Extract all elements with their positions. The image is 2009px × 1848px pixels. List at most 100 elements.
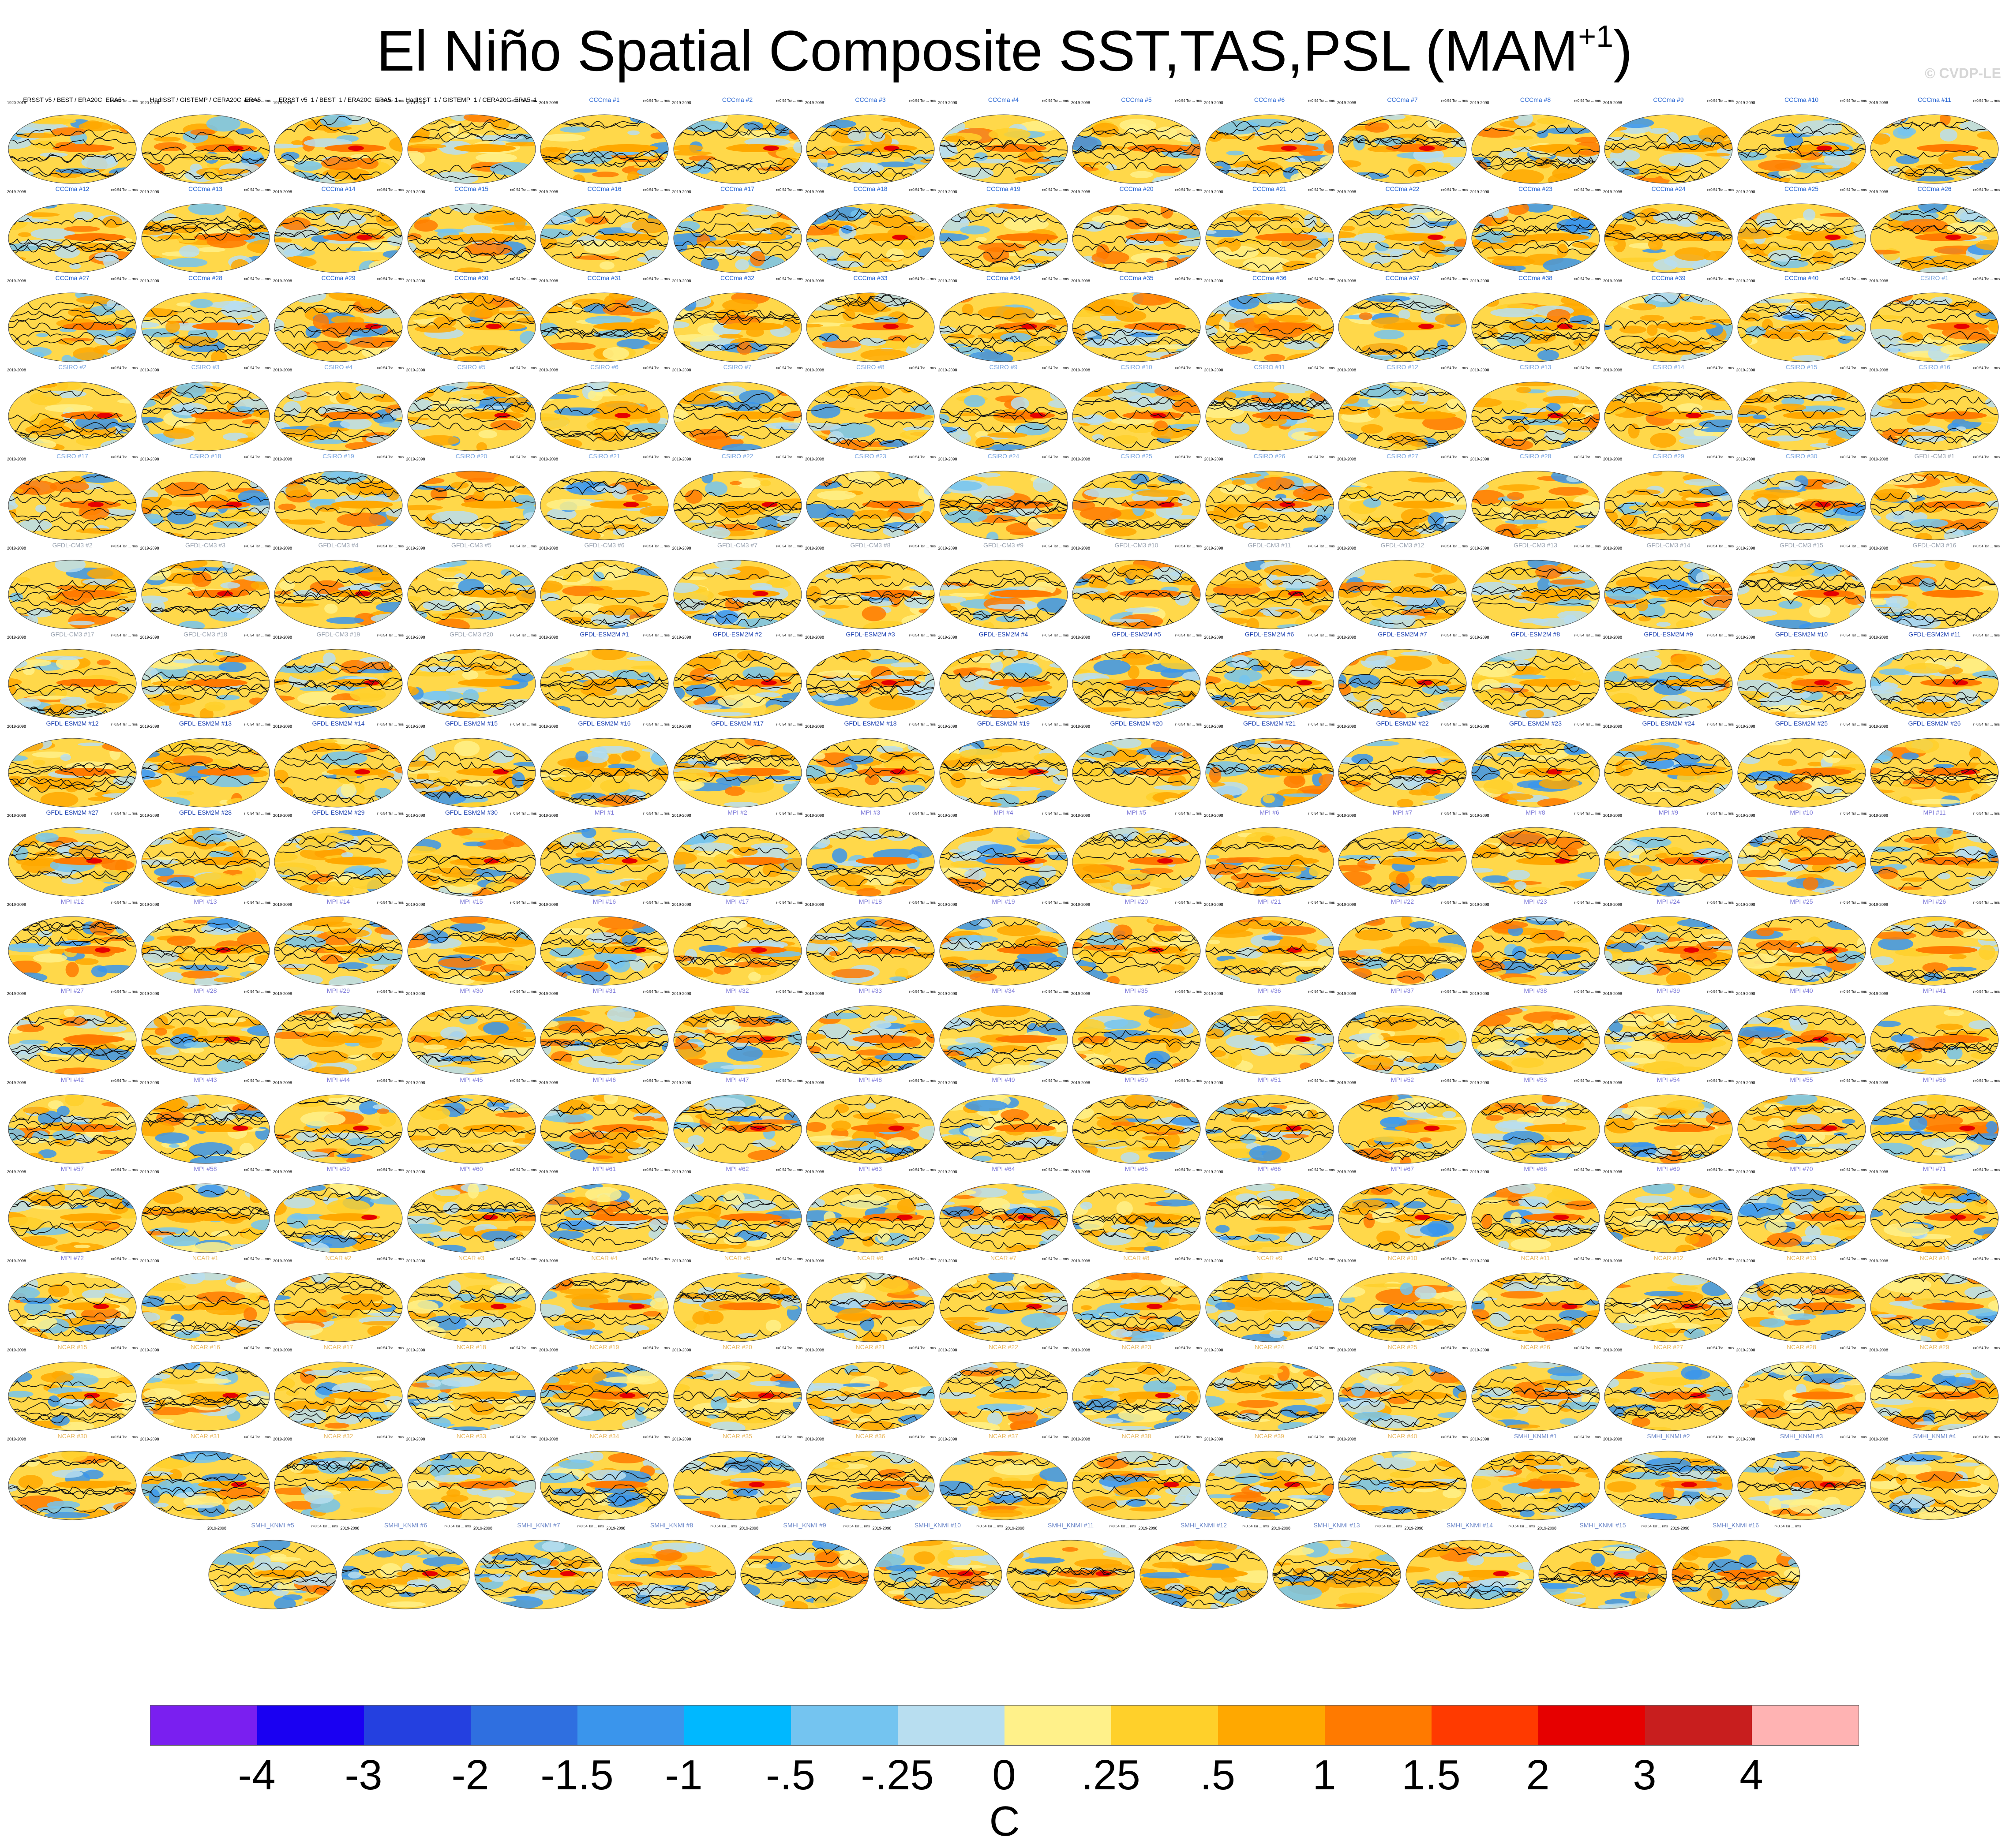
- world-map-icon: [1471, 1272, 1600, 1342]
- map-panel: MPI #70 2019-2098 r=0.54 Tsr ... rms: [1735, 1165, 1868, 1256]
- map-panel: GFDL-CM3 #3 2019-2098 r=0.54 Tsr ... rms: [139, 542, 272, 632]
- world-map-icon: [1538, 1540, 1667, 1609]
- panel-title: MPI #20: [1124, 898, 1148, 905]
- panel-period: 2019-2098: [1869, 1348, 1889, 1352]
- panel-title: HadISST / GISTEMP / CERA20C_ERA5: [150, 96, 261, 103]
- world-map-icon: [141, 1272, 270, 1342]
- panel-period: 2019-2098: [672, 457, 691, 461]
- panel-title: MPI #68: [1524, 1165, 1547, 1172]
- panel-title: CCCma #6: [1254, 96, 1285, 103]
- map-panel: MPI #13 2019-2098 r=0.54 Tsr ... rms: [139, 898, 272, 988]
- world-map-icon: [407, 114, 536, 184]
- panel-period: 2019-2098: [7, 991, 26, 996]
- panel-stats: r=0.54 Tsr ... rms: [1042, 1257, 1069, 1261]
- panel-title: NCAR #7: [990, 1254, 1017, 1261]
- panel-period: 2019-2098: [340, 1526, 360, 1530]
- panel-title: NCAR #31: [191, 1433, 220, 1440]
- world-map-icon: [141, 382, 270, 451]
- panel-stats: r=0.54 Tsr ... rms: [1973, 544, 2000, 548]
- panel-title: MPI #53: [1524, 1076, 1547, 1083]
- panel-period: 2019-2098: [1736, 1437, 1755, 1441]
- panel-stats: r=0.54 Tsr ... rms: [1707, 722, 1734, 726]
- map-panel: GFDL-ESM2M #9 2019-2098 r=0.54 Tsr ... rms: [1602, 631, 1735, 721]
- world-map-icon: [1205, 471, 1334, 540]
- map-panel: MPI #45 2019-2098 r=0.54 Tsr ... rms: [405, 1076, 538, 1167]
- world-map-icon: [1072, 203, 1201, 273]
- world-map-icon: [407, 1005, 536, 1075]
- map-panel: MPI #41 2019-2098 r=0.54 Tsr ... rms: [1868, 987, 2001, 1077]
- panel-stats: r=0.54 Tsr ... rms: [643, 722, 670, 726]
- world-map-icon: [1272, 1540, 1401, 1609]
- map-panel: SMHI_KNMI #8 2019-2098 r=0.54 Tsr ... rms: [606, 1522, 738, 1612]
- world-map-icon: [1471, 560, 1600, 629]
- panel-title: MPI #58: [194, 1165, 217, 1172]
- panel-title: MPI #15: [460, 898, 483, 905]
- map-panel: NCAR #37 2019-2098 r=0.54 Tsr ... rms: [937, 1433, 1070, 1523]
- world-map-icon: [1737, 382, 1866, 451]
- panel-stats: r=0.54 Tsr ... rms: [1308, 188, 1335, 192]
- panel-title: SMHI_KNMI #4: [1913, 1433, 1956, 1440]
- panel-stats: r=0.54 Tsr ... rms: [776, 722, 803, 726]
- world-map-icon: [673, 203, 802, 273]
- panel-stats: r=0.54 Tsr ... rms: [1707, 1346, 1734, 1350]
- panel-period: 2019-2098: [1603, 1259, 1623, 1263]
- panel-stats: r=0.54 Tsr ... rms: [1707, 1257, 1734, 1261]
- panel-title: CSIRO #22: [721, 453, 753, 460]
- panel-period: 2019-2098: [1337, 1170, 1357, 1174]
- map-panel: SMHI_KNMI #7 2019-2098 r=0.54 Tsr ... rms: [472, 1522, 605, 1612]
- world-map-icon: [274, 382, 403, 451]
- map-panel: NCAR #10 2019-2098 r=0.54 Tsr ... rms: [1336, 1254, 1469, 1345]
- panel-stats: r=0.54 Tsr ... rms: [909, 901, 936, 905]
- world-map-icon: [1737, 292, 1866, 362]
- panel-period: 2019-2098: [140, 724, 159, 729]
- world-map-icon: [540, 1183, 669, 1253]
- panel-period: 2019-2098: [1603, 101, 1623, 105]
- panel-stats: r=0.54 Tsr ... rms: [1042, 99, 1069, 103]
- panel-title: MPI #59: [326, 1165, 350, 1172]
- panel-period: 2019-2098: [539, 902, 558, 907]
- world-map-icon: [673, 1362, 802, 1431]
- map-panel: NCAR #20 2019-2098 r=0.54 Tsr ... rms: [671, 1343, 804, 1434]
- panel-title: GFDL-CM3 #12: [1380, 542, 1424, 549]
- panel-period: 2019-2098: [1204, 635, 1223, 640]
- panel-stats: r=0.54 Tsr ... rms: [377, 812, 404, 816]
- panel-stats: r=0.54 Tsr ... rms: [510, 366, 537, 370]
- panel-title: MPI #12: [60, 898, 84, 905]
- world-map-icon: [806, 382, 935, 451]
- title-close: ): [1613, 19, 1633, 83]
- panel-period: 2019-2098: [7, 546, 26, 550]
- world-map-icon: [1471, 1094, 1600, 1164]
- panel-title: GFDL-CM3 #8: [850, 542, 891, 549]
- world-map-icon: [1338, 1272, 1467, 1342]
- panel-title: NCAR #37: [989, 1433, 1018, 1440]
- panel-period: 2019-2098: [406, 635, 425, 640]
- panel-period: 2019-2098: [1337, 902, 1357, 907]
- panel-stats: r=0.54 Tsr ... rms: [377, 188, 404, 192]
- panel-title: CSIRO #16: [1919, 363, 1950, 370]
- panel-period: 2019-2098: [406, 457, 425, 461]
- map-panel: GFDL-ESM2M #27 2019-2098 r=0.54 Tsr ... rm…: [6, 809, 139, 899]
- map-panel: MPI #64 2019-2098 r=0.54 Tsr ... rms: [937, 1165, 1070, 1256]
- panel-title: MPI #34: [992, 987, 1015, 994]
- panel-title: MPI #5: [1126, 809, 1147, 816]
- world-map-icon: [1471, 738, 1600, 808]
- map-panel: NCAR #15 2019-2098 r=0.54 Tsr ... rms: [6, 1343, 139, 1434]
- colorbar-tick-label: 0: [992, 1751, 1016, 1799]
- panel-stats: r=0.54 Tsr ... rms: [1441, 1168, 1468, 1172]
- panel-title: CCCma #20: [1119, 185, 1154, 192]
- panel-period: 2019-2098: [1337, 190, 1357, 194]
- world-map-icon: [141, 292, 270, 362]
- colorbar-tick-label: -4: [238, 1751, 276, 1799]
- panel-stats: r=0.54 Tsr ... rms: [244, 455, 271, 459]
- panel-stats: r=0.54 Tsr ... rms: [1973, 722, 2000, 726]
- world-map-icon: [1471, 292, 1600, 362]
- world-map-icon: [1338, 649, 1467, 718]
- panel-title: NCAR #24: [1255, 1343, 1284, 1350]
- map-panel: SMHI_KNMI #13 2019-2098 r=0.54 Tsr ... rms: [1271, 1522, 1403, 1612]
- panel-stats: r=0.54 Tsr ... rms: [1308, 99, 1335, 103]
- world-map-icon: [8, 114, 137, 184]
- world-map-icon: [1604, 1183, 1733, 1253]
- map-panel: MPI #28 2019-2098 r=0.54 Tsr ... rms: [139, 987, 272, 1077]
- panel-title: CCCma #8: [1520, 96, 1551, 103]
- world-map-icon: [1604, 916, 1733, 986]
